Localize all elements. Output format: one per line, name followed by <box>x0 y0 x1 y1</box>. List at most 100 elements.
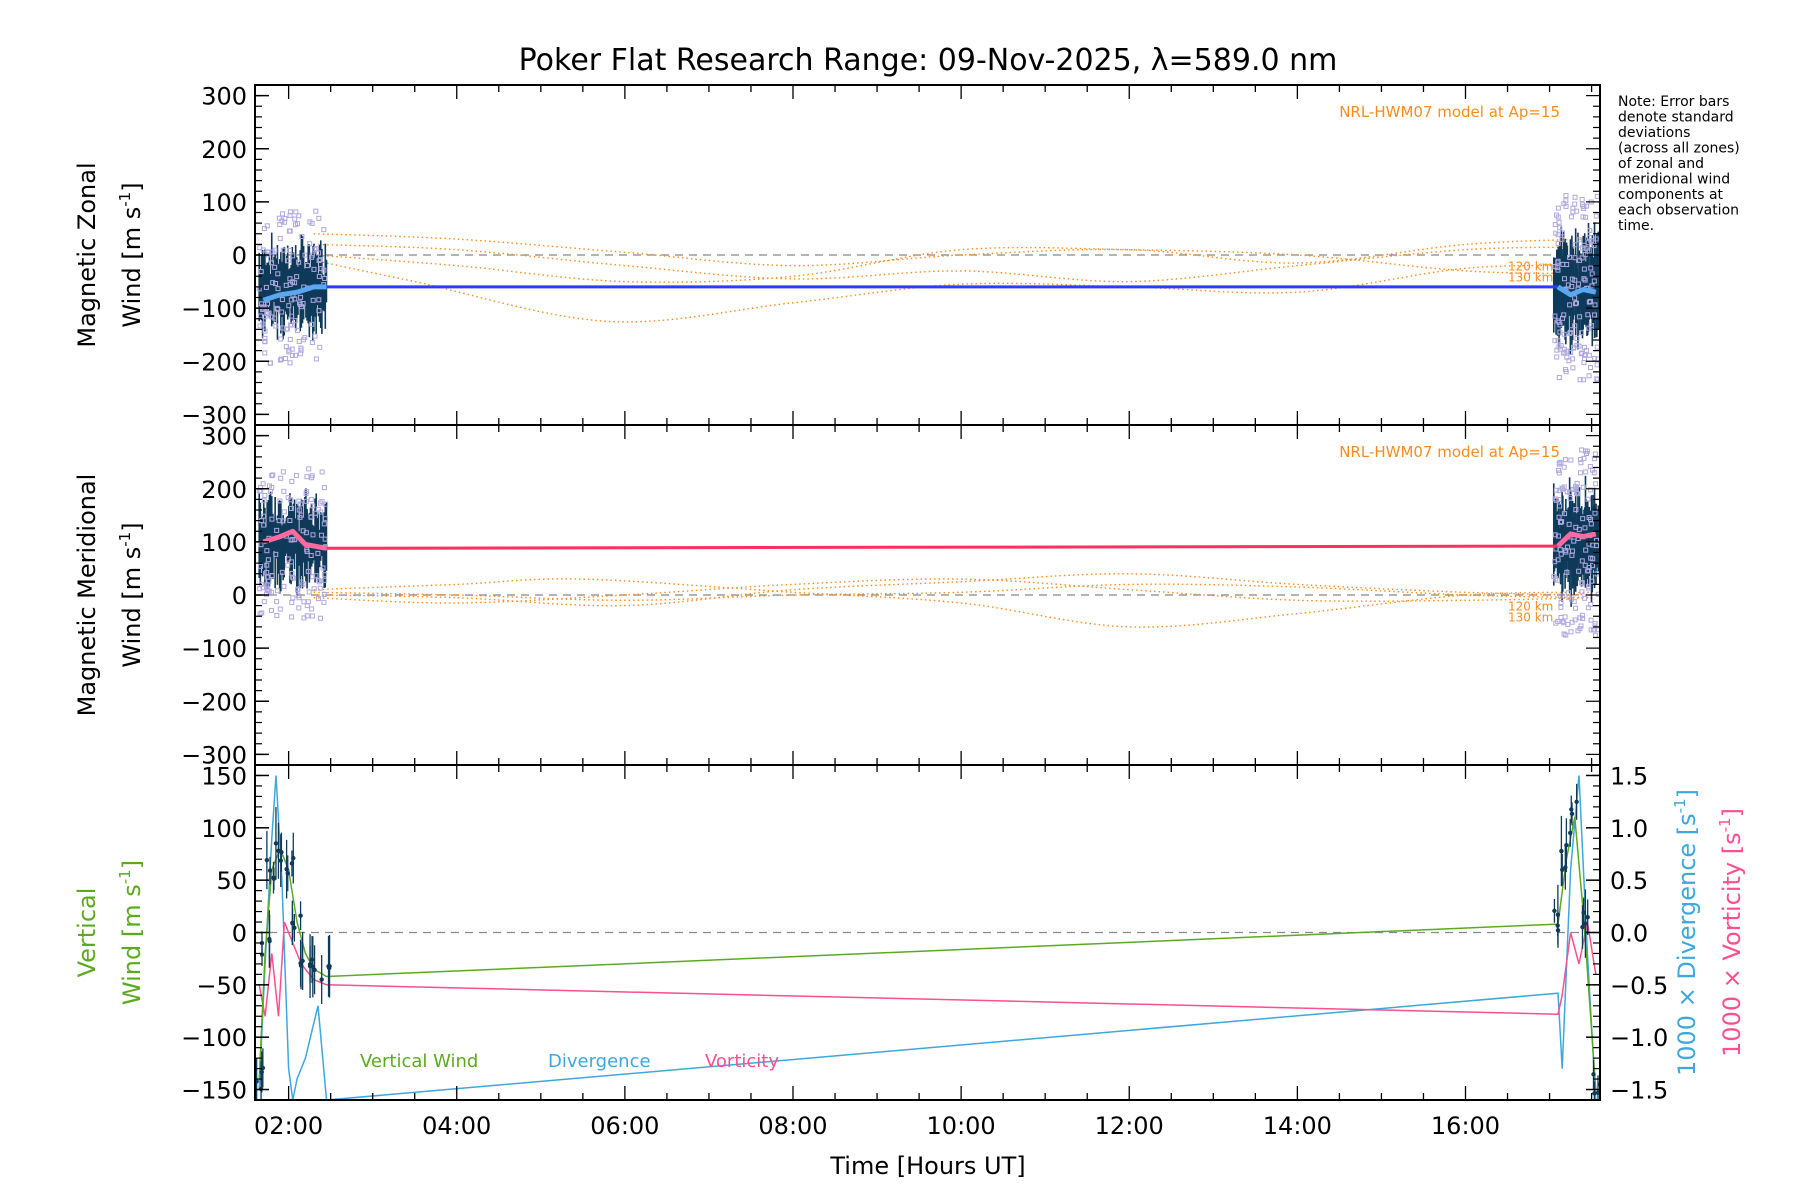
meridional-scatter-point <box>280 469 286 475</box>
meridional-scatter-point <box>310 574 316 580</box>
meridional-scatter-point <box>1558 519 1564 525</box>
meridional-scatter-point <box>1580 516 1586 522</box>
vertical-point <box>298 963 304 968</box>
meridional-scatter-point <box>298 501 304 507</box>
vertical-ylabel-close: ] <box>118 860 146 869</box>
meridional-plot-area <box>255 447 1600 638</box>
zonal-scatter-point <box>1589 271 1595 277</box>
zonal-scatter-point <box>1592 355 1598 361</box>
meridional-scatter-point <box>321 485 327 491</box>
meridional-scatter-point <box>313 573 319 579</box>
vertical-point <box>1569 811 1575 817</box>
meridional-scatter-point <box>304 603 310 609</box>
meridional-scatter-point <box>1592 632 1598 638</box>
meridional-scatter-point <box>1582 525 1588 531</box>
zonal-scatter-point <box>1588 365 1594 371</box>
zonal-scatter-point <box>293 352 299 358</box>
zonal-scatter-point <box>1559 236 1565 242</box>
zonal-scatter-point <box>275 286 281 292</box>
zonal-plot-area <box>255 193 1600 383</box>
zonal-scatter-point <box>1581 242 1587 248</box>
zonal-model-curve <box>313 233 1592 267</box>
zonal-scatter-point <box>296 338 302 344</box>
meridional-scatter-point <box>295 586 301 592</box>
vertical-point <box>285 871 290 876</box>
meridional-scatter-point <box>261 522 267 528</box>
zonal-scatter-point <box>299 233 305 239</box>
panel-vertical: Vertical Wind Divergence Vorticity 150 100 50… <box>73 762 1746 1104</box>
zonal-scatter-point <box>286 303 292 309</box>
zonal-scatter-point <box>1572 194 1578 200</box>
zonal-scatter-point <box>285 258 291 264</box>
meridional-scatter-point <box>308 514 314 520</box>
zonal-scatter-point <box>287 276 293 282</box>
meridional-scatter-point <box>281 509 287 515</box>
zonal-scatter-point <box>262 338 268 344</box>
x-tick-label: 06:00 <box>590 1112 659 1140</box>
vertical-point <box>326 964 331 969</box>
meridional-scatter-point <box>1555 618 1561 624</box>
vertical-point <box>260 1065 266 1071</box>
meridional-scatter-point <box>1555 533 1561 539</box>
zonal-scatter-point <box>1594 362 1600 368</box>
meridional-scatter-point <box>1582 595 1588 601</box>
meridional-model-curve <box>313 578 1592 604</box>
meridional-scatter-point <box>1592 510 1598 516</box>
zonal-scatter-point <box>313 356 319 362</box>
meridional-scatter-point <box>1592 451 1598 457</box>
meridional-scatter-point <box>267 483 273 489</box>
vertical-right-tick-label: 0.0 <box>1610 920 1648 948</box>
meridional-scatter-point <box>1560 486 1566 492</box>
zonal-mean-wind <box>1556 284 1597 298</box>
meridional-scatter-point <box>1555 557 1561 563</box>
vertical-wind-line <box>258 817 1597 1090</box>
vertical-point <box>1574 799 1579 805</box>
vertical-tick-label: −100 <box>181 1024 247 1052</box>
zonal-scatter-point <box>269 314 275 320</box>
meridional-scatter-point <box>1584 448 1590 454</box>
y2-label-divergence-close: ] <box>1673 789 1701 798</box>
meridional-scatter-point <box>1568 457 1574 463</box>
zonal-scatter-point <box>1561 312 1567 318</box>
meridional-scatter-point <box>318 532 324 538</box>
zonal-scatter-point <box>273 323 279 329</box>
zonal-scatter-point <box>1552 338 1558 344</box>
meridional-mean-wind <box>1556 531 1597 548</box>
note-line: meridional wind <box>1618 172 1730 188</box>
vertical-right-tick-label: −0.5 <box>1610 972 1668 1000</box>
vertical-ylabel-line2: Wind [m s-1] <box>116 860 146 1005</box>
meridional-scatter-point <box>321 591 327 597</box>
meridional-scatter-point <box>277 606 283 612</box>
zonal-scatter-point <box>277 221 283 227</box>
zonal-scatter-point <box>1555 267 1561 273</box>
zonal-scatter-point <box>1578 351 1584 357</box>
meridional-scatter-point <box>304 613 310 619</box>
meridional-scatter-point <box>261 513 267 519</box>
meridional-scatter-point <box>274 599 280 605</box>
meridional-scatter-point <box>289 570 295 576</box>
vertical-tick-label: 0 <box>232 920 247 948</box>
zonal-scatter-point <box>273 281 279 287</box>
zonal-scatter-point <box>260 321 266 327</box>
meridional-scatter-point <box>268 589 274 595</box>
meridional-scatter-point <box>1551 574 1557 580</box>
zonal-scatter-point <box>1558 343 1564 349</box>
zonal-scatter-point <box>289 352 295 358</box>
meridional-scatter-point <box>1562 457 1568 463</box>
meridional-scatter-point <box>1556 470 1562 476</box>
meridional-scatter-point <box>1564 569 1570 575</box>
meridional-scatter-point <box>1595 627 1600 633</box>
meridional-scatter-point <box>279 569 285 575</box>
zonal-scatter-point <box>272 315 278 321</box>
meridional-scatter-point <box>323 501 329 507</box>
meridional-scatter-point <box>301 599 307 605</box>
zonal-scatter-point <box>262 335 268 341</box>
zonal-scatter-point <box>1577 257 1583 263</box>
meridional-scatter-point <box>1558 551 1564 557</box>
meridional-scatter-point <box>289 599 295 605</box>
zonal-scatter-point <box>1552 222 1558 228</box>
zonal-scatter-point <box>264 223 270 229</box>
zonal-scatter-point <box>1594 344 1600 350</box>
zonal-scatter-point <box>1562 350 1568 356</box>
meridional-ylabel-sup: -1 <box>116 532 134 547</box>
